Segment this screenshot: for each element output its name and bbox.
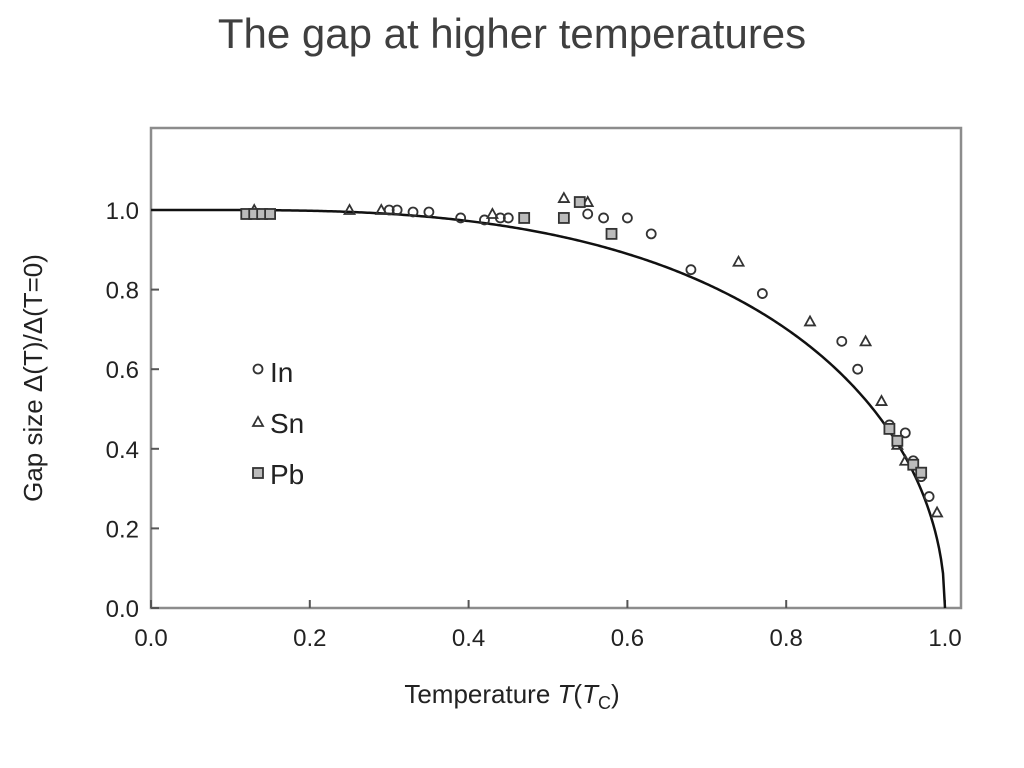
legend-item-pb: Pb xyxy=(252,459,304,490)
sn-data-point xyxy=(803,314,817,327)
in-data-point xyxy=(407,206,419,218)
pb-data-point xyxy=(573,196,586,208)
sn-data-point xyxy=(874,394,889,406)
plot-frame xyxy=(149,126,963,610)
x-axis-ticks: 0.0 0.2 0.4 0.6 0.8 1.0 xyxy=(134,600,962,652)
x-axis-label: Temperature T(TC) xyxy=(404,679,619,713)
y-axis-label: Gap size Δ(T)/Δ(T=0) xyxy=(18,254,48,502)
legend: In Sn Pb xyxy=(251,357,304,490)
sn-data-point xyxy=(859,334,873,347)
sn-data-point xyxy=(732,254,746,267)
y-tick-label: 0.2 xyxy=(106,516,139,543)
pb-data-point xyxy=(891,434,904,447)
x-tick-label: 0.8 xyxy=(770,625,803,652)
sn-data-point xyxy=(557,191,571,203)
in-data-point xyxy=(391,204,403,216)
legend-item-sn: Sn xyxy=(251,408,304,439)
in-data-point xyxy=(852,363,864,375)
legend-sn-label: Sn xyxy=(270,408,304,439)
sn-data-point xyxy=(374,203,388,215)
y-tick-label: 0.0 xyxy=(106,596,139,623)
bcs-fit-curve xyxy=(151,208,947,609)
pb-data-point xyxy=(518,212,531,224)
pb-data-point xyxy=(883,422,896,435)
in-data-point xyxy=(836,335,848,347)
pb-data-point xyxy=(915,466,928,479)
in-data-point xyxy=(582,208,594,220)
in-data-point xyxy=(899,427,911,439)
legend-sn-marker xyxy=(251,415,265,427)
in-data-point xyxy=(423,206,435,218)
x-tick-label: 0.0 xyxy=(134,625,167,652)
x-tick-label: 0.4 xyxy=(452,625,485,652)
pb-data-point xyxy=(557,212,570,224)
legend-pb-marker xyxy=(252,467,264,479)
pb-data-point xyxy=(605,227,618,240)
in-data-point xyxy=(923,491,935,502)
sn-data-point xyxy=(930,505,944,518)
sn-data-point xyxy=(485,207,499,219)
x-tick-label: 0.6 xyxy=(611,625,644,652)
y-tick-label: 0.8 xyxy=(106,278,139,305)
in-data-point xyxy=(622,212,633,224)
in-data-point xyxy=(479,214,490,226)
in-data-point xyxy=(455,212,467,224)
legend-in-marker xyxy=(252,363,264,375)
sn-data-point xyxy=(342,203,357,215)
in-data-point xyxy=(502,212,514,224)
x-tick-label: 1.0 xyxy=(928,625,961,652)
in-data-point xyxy=(598,212,609,224)
pb-data-point xyxy=(264,208,277,220)
x-tick-label: 0.2 xyxy=(293,625,326,652)
in-data-point xyxy=(685,264,697,276)
y-tick-label: 0.6 xyxy=(106,357,139,384)
legend-item-in: In xyxy=(252,357,293,388)
y-tick-label: 1.0 xyxy=(106,198,139,225)
in-data-point xyxy=(645,228,657,240)
y-tick-label: 0.4 xyxy=(106,437,139,464)
data-points xyxy=(240,191,944,518)
in-data-point xyxy=(756,288,768,299)
legend-pb-label: Pb xyxy=(270,459,304,490)
slide-title: The gap at higher temperatures xyxy=(217,10,807,57)
pb-data-point xyxy=(907,458,920,471)
y-axis-ticks: 0.0 0.2 0.4 0.6 0.8 1.0 xyxy=(106,198,159,623)
legend-in-label: In xyxy=(270,357,293,388)
